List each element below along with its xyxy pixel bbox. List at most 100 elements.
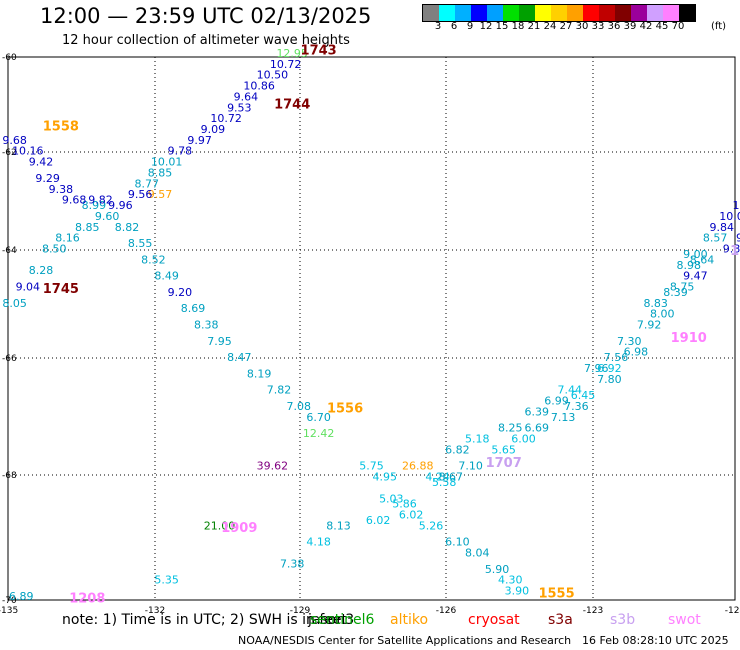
satellite-jason3: jason3 [308, 612, 355, 628]
y-tick-label: -64 [2, 246, 17, 256]
x-tick-label: -126 [436, 606, 457, 616]
pass-time-label: 1556 [327, 402, 363, 417]
wave-height-value: 5.26 [419, 519, 444, 532]
wave-height-value: 6.82 [445, 443, 470, 456]
wave-height-value: 5.58 [432, 476, 457, 489]
satellite-sentinel6: sentinel6 [310, 612, 375, 628]
color-scale-swatch [679, 5, 695, 21]
page-title: 12:00 — 23:59 UTC 02/13/2025 [40, 4, 372, 28]
wave-height-value: 8.38 [194, 319, 219, 332]
wave-height-value: 7.80 [597, 373, 622, 386]
x-tick-label: -135 [0, 606, 18, 616]
wave-height-value: 8.75 [670, 280, 695, 293]
wave-height-value: 8.85 [75, 221, 100, 234]
wave-height-value: 8.77 [135, 177, 160, 190]
wave-height-value: 26.88 [402, 460, 434, 473]
wave-height-value: 9.78 [168, 145, 193, 158]
wave-height-value: 8.55 [128, 237, 153, 250]
pass-time-label: 1743 [301, 43, 337, 58]
color-scale-swatch [631, 5, 647, 21]
pass-time-label: 1910 [671, 331, 707, 346]
wave-height-value: 10.46 [732, 199, 740, 212]
wave-height-value: 21.00 [204, 519, 236, 532]
wave-height-value: 8.05 [2, 297, 27, 310]
y-tick-label: -62 [2, 148, 17, 158]
wave-height-value: 7.82 [267, 384, 292, 397]
color-scale-swatch [551, 5, 567, 21]
color-scale-swatch [439, 5, 455, 21]
satellite-cryosat: cryosat [468, 612, 520, 628]
wave-height-value: 6.02 [366, 514, 391, 527]
color-scale-label: 9 [466, 21, 474, 32]
wave-height-value: 12.42 [303, 427, 335, 440]
wave-height-value: 8.28 [29, 264, 54, 277]
wave-height-value: 4.30 [498, 574, 523, 587]
color-scale-label: 30 [575, 21, 589, 32]
wave-height-value: 9.82 [88, 194, 113, 207]
wave-height-value: 9.64 [234, 90, 259, 103]
wave-height-value: 9.56 [128, 188, 153, 201]
wave-height-value: 9.60 [95, 210, 120, 223]
wave-height-value: 8.39 [663, 286, 688, 299]
wave-height-value: 7.36 [564, 400, 589, 413]
wave-height-value: 8.57 [703, 232, 728, 245]
color-scale-label: 27 [559, 21, 573, 32]
x-tick-label: -132 [145, 606, 165, 616]
pass-time-label: 1706 [730, 244, 740, 259]
color-scale-swatch [583, 5, 599, 21]
color-scale-swatch [423, 5, 439, 21]
y-tick-label: -68 [2, 471, 17, 481]
color-scale-swatch [519, 5, 535, 21]
wave-height-value: 8.52 [141, 253, 166, 266]
wave-height-value: 6.39 [524, 405, 549, 418]
wave-height-value: 7.96 [584, 362, 609, 375]
color-scale-label: 42 [639, 21, 653, 32]
pass-time-label: 1909 [221, 521, 257, 536]
color-scale-swatch [663, 5, 679, 21]
color-scale-label: 18 [511, 21, 525, 32]
wave-height-value: 9.04 [16, 280, 41, 293]
wave-height-value: 9.68 [62, 194, 87, 207]
color-scale-swatch [471, 5, 487, 21]
wave-height-value: 8.98 [676, 259, 701, 272]
satellite-altiko: altiko [390, 612, 429, 628]
wave-height-value: 6.10 [445, 536, 470, 549]
wave-height-value: 7.08 [287, 400, 312, 413]
wave-height-value: 8.82 [115, 221, 140, 234]
wave-height-value: 6.00 [511, 433, 536, 446]
x-tick-label: -129 [290, 606, 311, 616]
wave-height-value: 6.70 [306, 411, 331, 424]
color-scale-swatch [503, 5, 519, 21]
wave-height-value: 9.84 [710, 221, 735, 234]
pass-time-label: 1558 [43, 119, 79, 134]
color-scale-label: 12 [479, 21, 493, 32]
wave-height-value: 10.16 [12, 145, 44, 158]
wave-height-value: 7.95 [207, 335, 232, 348]
page-subtitle: 12 hour collection of altimeter wave hei… [62, 33, 350, 48]
color-scale-swatch [567, 5, 583, 21]
wave-height-value: 6.69 [524, 422, 549, 435]
footer-credit: NOAA/NESDIS Center for Satellite Applica… [238, 634, 572, 647]
color-scale-label: 70 [671, 21, 685, 32]
pass-time-label: 1555 [538, 586, 574, 601]
wave-height-value: 12.95 [276, 47, 308, 60]
satellite-s3a: s3a [548, 612, 573, 628]
wave-height-value: 6.92 [597, 362, 622, 375]
wave-height-value: 5.03 [379, 492, 404, 505]
wave-height-value: 9.68 [2, 134, 27, 147]
satellite-swot: swot [668, 612, 701, 628]
color-scale-label: 36 [607, 21, 621, 32]
wave-height-value: 9.54 [736, 232, 740, 245]
pass-time-label: 1208 [69, 592, 105, 607]
wave-height-value: 4.18 [306, 536, 331, 549]
pass-time-label: 1744 [274, 98, 310, 113]
wave-height-value: 7.56 [604, 351, 629, 364]
pass-time-label: 1745 [43, 282, 79, 297]
color-scale-label: 45 [655, 21, 669, 32]
wave-height-value: 4.24 [425, 471, 450, 484]
plot-frame [7, 56, 736, 601]
wave-height-value: 5.18 [465, 433, 490, 446]
wave-height-value: 6.02 [399, 509, 424, 522]
wave-height-value: 9.29 [35, 172, 60, 185]
